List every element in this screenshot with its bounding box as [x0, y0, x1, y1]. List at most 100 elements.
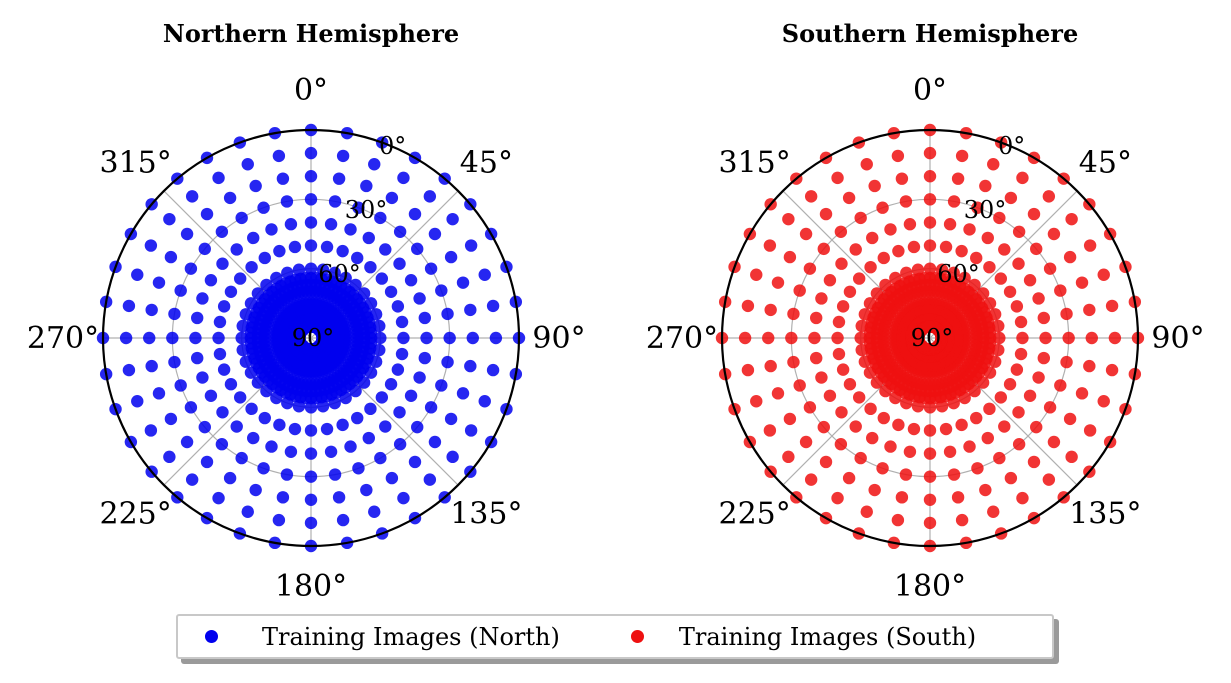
data-point: [233, 272, 247, 285]
radial-tick-label: 0°: [379, 132, 406, 160]
data-point: [922, 320, 936, 333]
data-point: [899, 468, 913, 481]
data-point: [1016, 171, 1029, 185]
data-point: [418, 351, 431, 365]
data-point: [204, 389, 218, 402]
angular-tick-label: 45°: [460, 146, 513, 181]
data-point: [955, 149, 969, 163]
data-point: [1010, 300, 1024, 313]
data-point: [336, 244, 349, 258]
data-point: [823, 274, 837, 287]
data-point: [1042, 190, 1056, 203]
data-point: [213, 347, 227, 361]
data-point: [435, 284, 448, 297]
data-point: [216, 406, 229, 419]
data-point: [404, 274, 418, 287]
data-point: [320, 422, 334, 436]
data-point: [304, 424, 318, 437]
data-point: [1037, 351, 1051, 365]
legend-label-south: Training Images (South): [678, 622, 977, 651]
data-point: [464, 424, 478, 437]
data-point: [464, 359, 477, 373]
data-point: [249, 483, 262, 497]
data-point: [273, 244, 286, 258]
data-point: [196, 371, 209, 384]
data-point: [288, 240, 302, 254]
data-point: [233, 391, 247, 404]
data-point: [404, 389, 418, 402]
data-point: [166, 331, 179, 345]
data-point: [258, 251, 271, 265]
data-point: [1075, 387, 1089, 400]
legend-item-north: Training Images (North): [205, 623, 560, 651]
data-point: [397, 491, 410, 505]
data-point: [866, 231, 879, 245]
data-point: [385, 191, 399, 205]
data-point: [738, 331, 752, 345]
data-point: [864, 402, 877, 416]
data-point: [951, 491, 965, 504]
data-point: [324, 445, 338, 458]
chart-title-south: Southern Hemisphere: [782, 19, 1078, 48]
data-point: [1012, 257, 1025, 270]
data-point: [785, 331, 798, 345]
data-point: [831, 171, 844, 185]
data-point: [817, 242, 830, 256]
data-point: [241, 505, 254, 518]
data-point: [817, 420, 830, 434]
data-point: [164, 250, 178, 264]
angular-tick-label: 45°: [1079, 146, 1132, 181]
data-point: [443, 331, 456, 345]
data-point: [1012, 406, 1025, 419]
data-point: [891, 149, 905, 163]
data-point: [891, 513, 905, 527]
data-point: [907, 422, 921, 436]
data-point: [1004, 471, 1018, 485]
data-point: [336, 418, 349, 432]
data-point: [284, 445, 298, 458]
data-point: [185, 190, 199, 203]
data-point: [763, 424, 777, 437]
data-point: [230, 243, 243, 256]
data-point: [923, 193, 937, 206]
data-point: [191, 311, 204, 325]
data-point: [131, 268, 144, 281]
data-point: [983, 402, 996, 416]
data-point: [799, 435, 813, 449]
data-point: [979, 483, 992, 497]
data-point: [397, 331, 410, 345]
data-point: [384, 378, 398, 391]
data-point: [257, 201, 270, 214]
data-point: [803, 262, 817, 275]
data-point: [994, 391, 1008, 404]
data-point: [860, 505, 873, 518]
data-point: [423, 473, 437, 486]
data-point: [217, 363, 231, 376]
data-point: [304, 401, 318, 414]
data-point: [418, 311, 431, 325]
data-point: [163, 212, 176, 226]
data-point: [393, 438, 407, 451]
data-point: [1063, 250, 1077, 264]
data-point: [1042, 473, 1056, 486]
data-point: [144, 424, 158, 437]
data-point: [466, 331, 479, 345]
data-point: [215, 225, 229, 238]
data-point: [245, 402, 258, 416]
data-point: [923, 447, 937, 460]
data-point: [876, 462, 889, 475]
data-point: [1016, 331, 1029, 345]
data-point: [174, 284, 187, 297]
angular-tick-label: 180°: [894, 569, 966, 604]
data-point: [245, 260, 258, 274]
data-point: [1060, 307, 1073, 321]
data-point: [884, 440, 897, 453]
data-point: [810, 351, 823, 365]
data-point: [1043, 262, 1057, 275]
angular-tick-label: 270°: [27, 321, 99, 356]
data-point: [360, 179, 373, 193]
data-point: [923, 170, 937, 183]
data-point: [391, 300, 405, 313]
data-point: [860, 158, 873, 171]
data-point: [970, 251, 983, 265]
